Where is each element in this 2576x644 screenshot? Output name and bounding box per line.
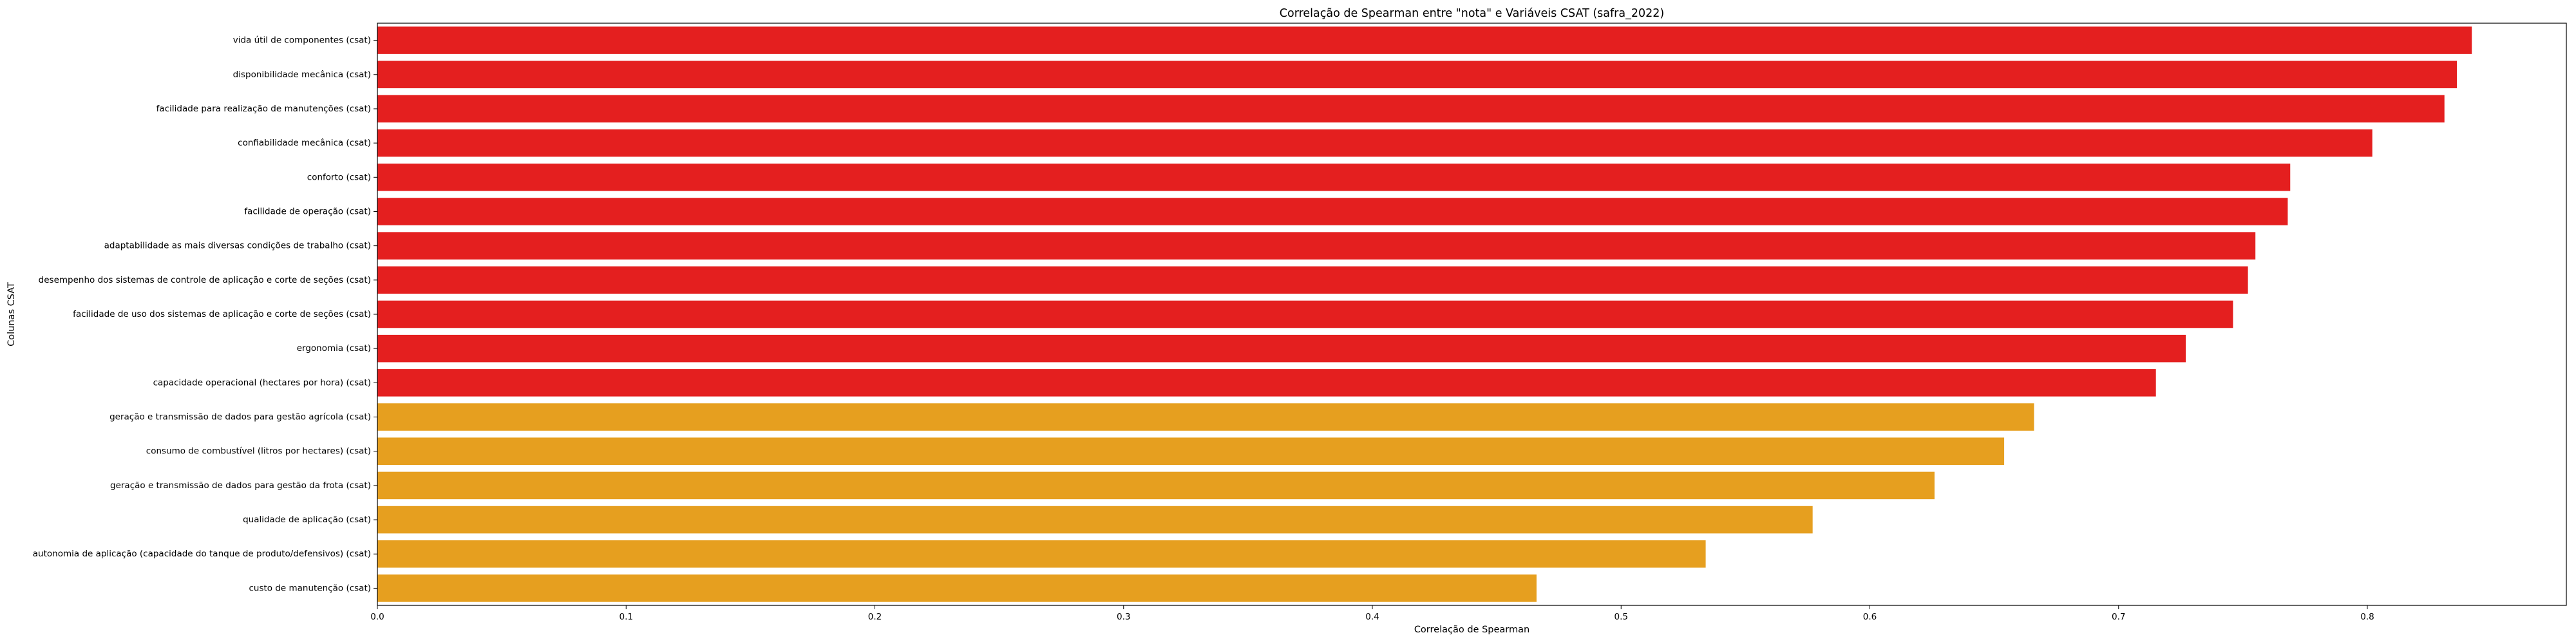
bar-17	[377, 574, 1537, 602]
x-tick-label: 0.1	[620, 612, 633, 622]
bar-16	[377, 540, 1706, 568]
bar-13	[377, 437, 2005, 465]
y-tick-label: ergonomia (csat)	[297, 343, 371, 354]
x-axis-title: Correlação de Spearman	[1414, 625, 1530, 635]
y-axis-ticks: vida útil de componentes (csat) disponibi…	[33, 35, 377, 593]
bar-group	[377, 26, 2472, 602]
y-tick-label: adaptabilidade as mais diversas condiçõe…	[104, 241, 371, 251]
bar-15	[377, 506, 1813, 534]
y-tick-label: geração e transmissão de dados para gest…	[109, 412, 371, 422]
y-tick-label: vida útil de componentes (csat)	[233, 35, 371, 46]
y-tick-label: autonomia de aplicação (capacidade do ta…	[33, 549, 371, 559]
bar-4	[377, 129, 2372, 157]
bar-9	[377, 300, 2233, 328]
y-tick-label: consumo de combustível (litros por hecta…	[146, 446, 371, 457]
x-tick-label: 0.4	[1365, 612, 1379, 622]
y-tick-label: desempenho dos sistemas de controle de a…	[39, 275, 371, 285]
bar-2	[377, 61, 2458, 89]
bar-7	[377, 232, 2256, 260]
chart-title: Correlação de Spearman entre "nota" e Va…	[1280, 7, 1664, 20]
bar-11	[377, 369, 2156, 397]
y-tick-label: capacidade operacional (hectares por hor…	[153, 377, 371, 388]
bar-14	[377, 471, 1935, 500]
x-tick-label: 0.8	[2360, 612, 2374, 622]
y-tick-label: geração e transmissão de dados para gest…	[110, 480, 371, 491]
y-tick-label: qualidade de aplicação (csat)	[243, 515, 371, 525]
y-tick-label: facilidade de uso dos sistemas de aplica…	[73, 309, 371, 319]
y-tick-label: facilidade de operação (csat)	[244, 206, 371, 216]
bar-5	[377, 164, 2291, 191]
y-tick-label: disponibilidade mecânica (csat)	[233, 70, 371, 80]
y-tick-label: custo de manutenção (csat)	[249, 583, 371, 593]
y-tick-label: conforto (csat)	[307, 172, 371, 182]
bar-6	[377, 198, 2288, 225]
bar-3	[377, 95, 2445, 123]
y-axis-title: Colunas CSAT	[6, 282, 17, 346]
x-tick-label: 0.7	[2112, 612, 2125, 622]
plot-frame	[377, 23, 2567, 606]
x-tick-label: 0.3	[1117, 612, 1130, 622]
bar-10	[377, 334, 2186, 363]
y-tick-label: facilidade para realização de manutençõe…	[156, 104, 371, 114]
x-tick-label: 0.0	[370, 612, 384, 622]
x-tick-label: 0.2	[868, 612, 882, 622]
x-axis-ticks: 0.0 0.1 0.2 0.3 0.4 0.5 0.6 0.7 0.8	[370, 605, 2374, 622]
x-tick-label: 0.6	[1863, 612, 1877, 622]
bar-8	[377, 266, 2248, 294]
bar-12	[377, 403, 2034, 431]
y-tick-label: confiabilidade mecânica (csat)	[238, 138, 371, 148]
x-tick-label: 0.5	[1615, 612, 1628, 622]
bar-1	[377, 26, 2472, 54]
